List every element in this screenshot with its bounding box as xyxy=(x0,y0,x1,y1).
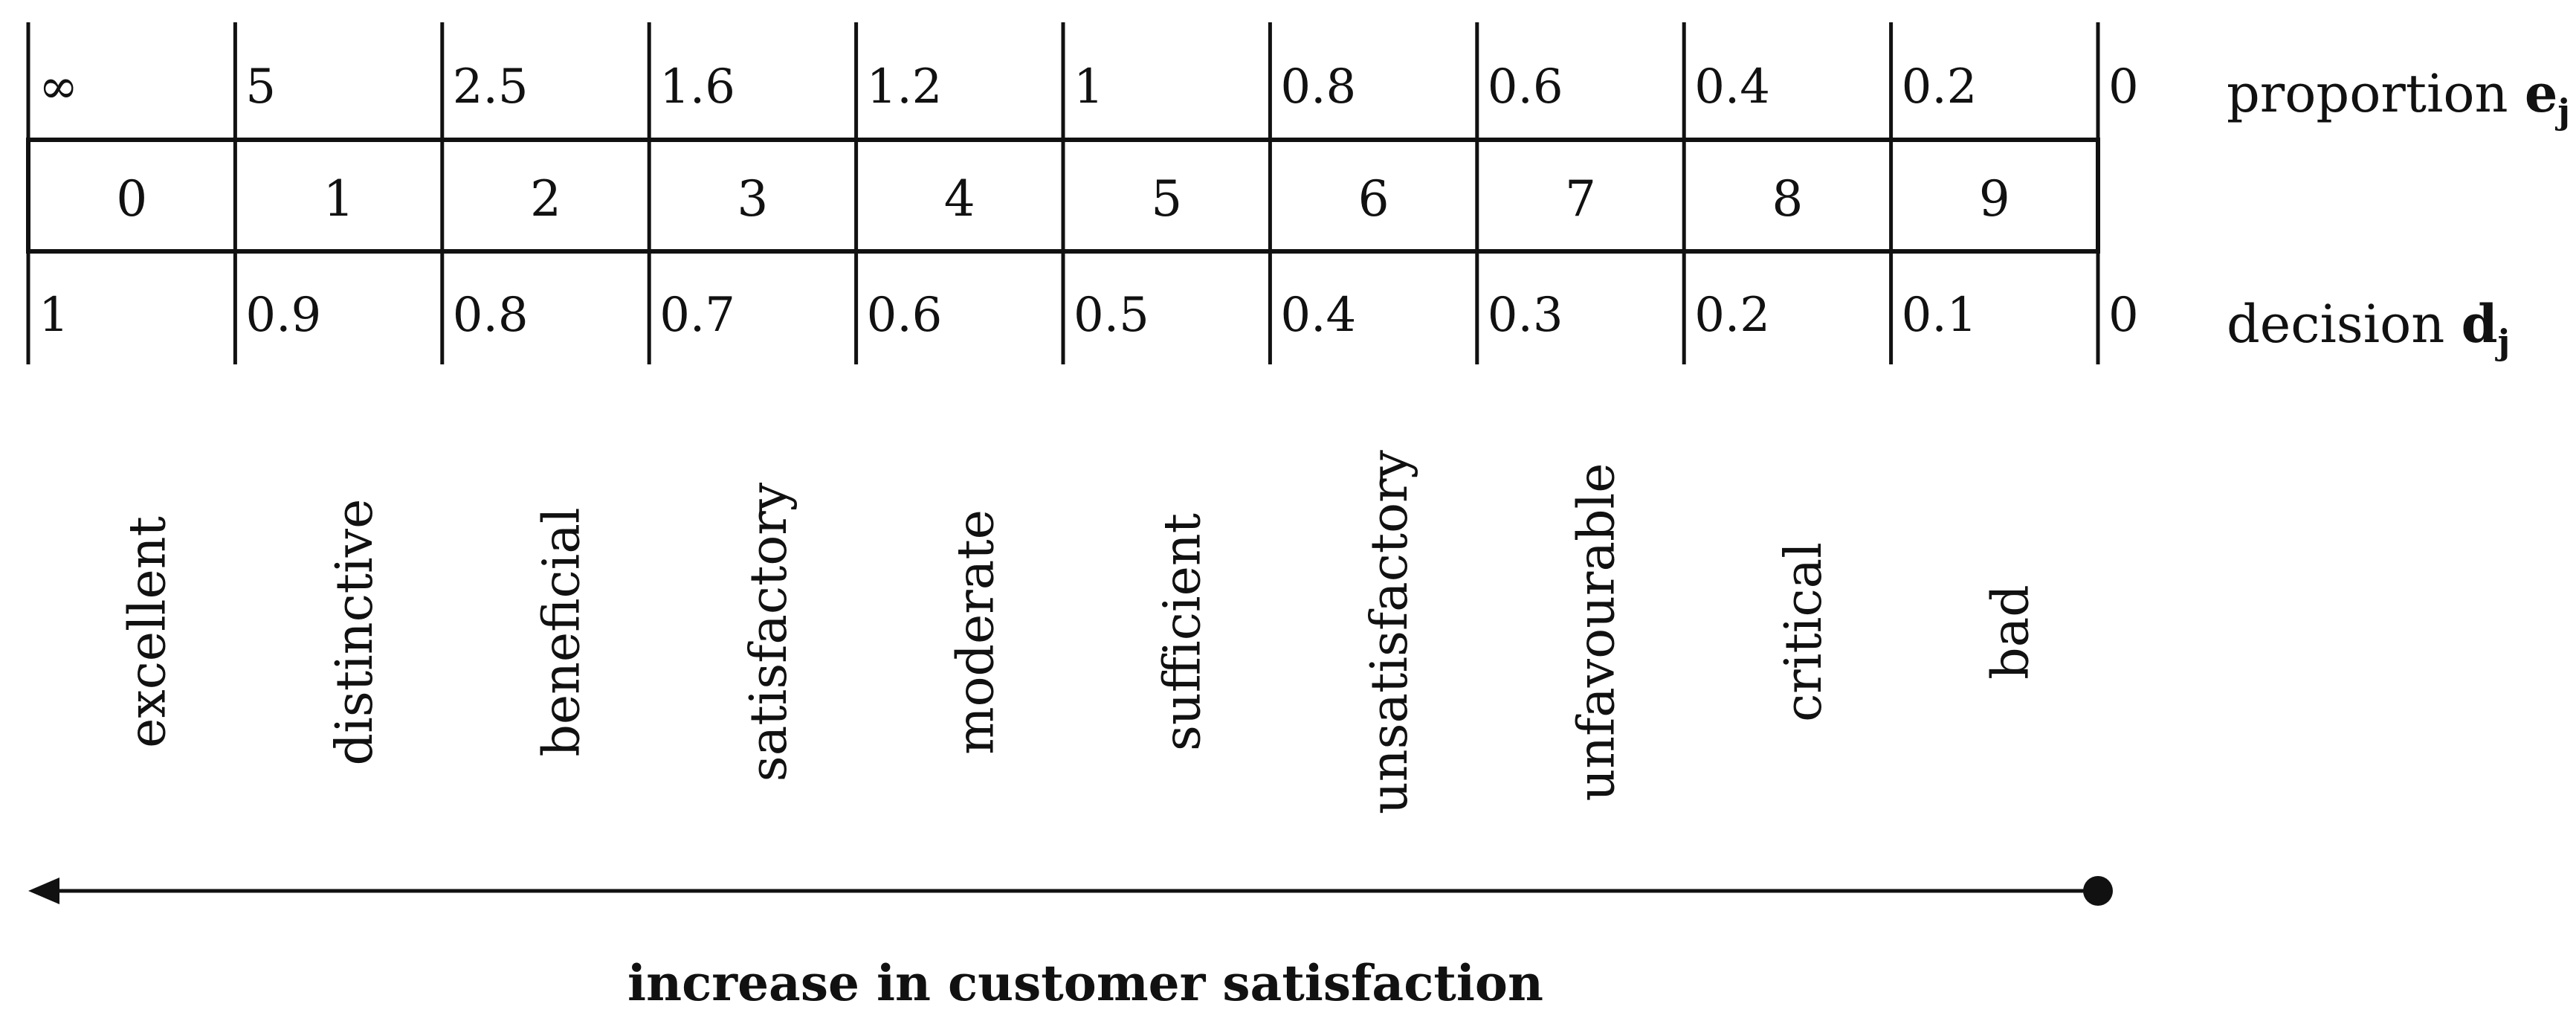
decision-value-8: 0.2 xyxy=(1694,288,1770,343)
proportion-value-4: 1.2 xyxy=(867,59,943,115)
category-beneficial: beneficial xyxy=(533,507,592,756)
decision-value-3: 0.7 xyxy=(659,288,735,343)
index-value-3: 3 xyxy=(737,170,768,228)
category-satisfactory: satisfactory xyxy=(740,482,798,782)
decision-value-2: 0.8 xyxy=(453,288,529,343)
decision-values: 1 0.9 0.8 0.7 0.6 0.5 0.4 0.3 0.2 0.1 0 xyxy=(39,288,2139,343)
decision-value-10: 0 xyxy=(2108,288,2139,343)
arrow-caption: increase in customer satisfaction xyxy=(627,954,1543,1012)
category-distinctive: distinctive xyxy=(326,499,384,766)
proportion-label: proportion ej xyxy=(2227,62,2570,132)
category-bad: bad xyxy=(1981,585,2040,680)
index-value-4: 4 xyxy=(944,170,975,228)
index-value-2: 2 xyxy=(530,170,561,228)
proportion-value-3: 1.6 xyxy=(659,59,735,115)
proportion-value-5: 1 xyxy=(1074,59,1104,115)
proportion-value-6: 0.8 xyxy=(1280,59,1356,115)
proportion-value-1: 5 xyxy=(245,59,276,115)
index-value-1: 1 xyxy=(323,170,355,228)
category-sufficient: sufficient xyxy=(1154,513,1213,751)
proportion-value-7: 0.6 xyxy=(1488,59,1563,115)
index-value-0: 0 xyxy=(116,170,147,228)
proportion-value-8: 0.4 xyxy=(1694,59,1770,115)
index-values: 0 1 2 3 4 5 6 7 8 9 xyxy=(116,170,2010,228)
decision-label: decision dj xyxy=(2227,293,2510,362)
decision-value-9: 0.1 xyxy=(1902,288,1978,343)
arrow-origin-dot-icon xyxy=(2083,876,2113,906)
index-dividers xyxy=(233,140,1894,251)
proportion-value-0: ∞ xyxy=(39,59,78,115)
proportion-value-9: 0.2 xyxy=(1902,59,1978,115)
proportion-value-10: 0 xyxy=(2108,59,2139,115)
index-value-6: 6 xyxy=(1358,170,1389,228)
decision-value-4: 0.6 xyxy=(867,288,943,343)
decision-value-7: 0.3 xyxy=(1488,288,1563,343)
category-excellent: excellent xyxy=(119,516,178,748)
index-value-5: 5 xyxy=(1151,170,1182,228)
index-value-7: 7 xyxy=(1565,170,1596,228)
proportion-value-2: 2.5 xyxy=(453,59,529,115)
proportion-values: ∞ 5 2.5 1.6 1.2 1 0.8 0.6 0.4 0.2 0 xyxy=(39,59,2139,115)
decision-value-6: 0.4 xyxy=(1280,288,1356,343)
decision-value-5: 0.5 xyxy=(1074,288,1149,343)
index-value-8: 8 xyxy=(1772,170,1803,228)
decision-value-1: 0.9 xyxy=(245,288,321,343)
category-unsatisfactory: unsatisfactory xyxy=(1360,449,1419,814)
decision-value-0: 1 xyxy=(39,288,69,343)
category-critical: critical xyxy=(1775,542,1833,722)
arrow-head-icon xyxy=(28,878,59,904)
category-labels: excellent distinctive beneficial satisfacto… xyxy=(119,449,2041,814)
category-unfavourable: unfavourable xyxy=(1568,463,1627,801)
category-moderate: moderate xyxy=(946,509,1005,755)
index-value-9: 9 xyxy=(1979,170,2010,228)
tick-lines xyxy=(26,22,2100,364)
